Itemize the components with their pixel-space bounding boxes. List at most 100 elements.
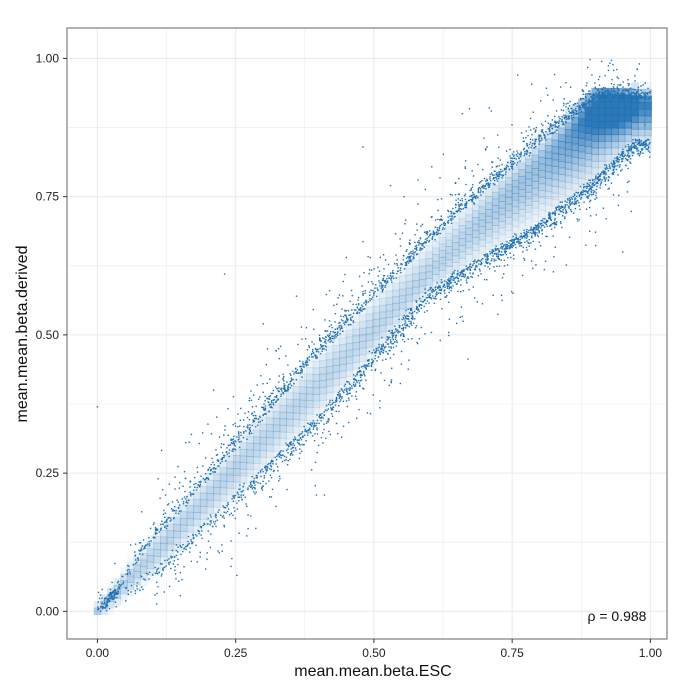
- data-point: [156, 528, 158, 531]
- density-cell: [166, 510, 175, 518]
- data-point: [326, 420, 329, 423]
- data-point: [338, 395, 341, 397]
- data-point: [605, 168, 607, 170]
- data-point: [538, 137, 540, 140]
- density-cell: [312, 413, 321, 422]
- density-cell: [345, 343, 354, 351]
- data-point: [216, 416, 218, 418]
- data-point: [200, 526, 202, 528]
- data-point: [232, 442, 234, 444]
- data-point: [451, 273, 454, 275]
- density-cell: [445, 246, 453, 254]
- data-point: [388, 330, 391, 332]
- data-point: [489, 176, 491, 178]
- data-point: [289, 381, 292, 383]
- data-point: [631, 151, 633, 154]
- data-point: [436, 227, 438, 229]
- data-point: [571, 111, 573, 113]
- data-point: [642, 91, 644, 94]
- data-point: [624, 93, 626, 96]
- data-point: [488, 186, 491, 188]
- density-cell: [319, 366, 327, 375]
- data-point: [541, 229, 543, 232]
- data-point: [506, 240, 508, 243]
- density-cell: [193, 518, 201, 527]
- data-point: [190, 560, 193, 563]
- data-point: [477, 191, 480, 194]
- data-point: [527, 134, 529, 137]
- data-point: [238, 488, 240, 491]
- data-point: [452, 212, 455, 214]
- density-cell: [306, 406, 314, 415]
- data-point: [290, 452, 293, 455]
- data-point: [543, 137, 546, 139]
- data-point: [173, 560, 176, 562]
- density-cell: [525, 178, 533, 186]
- density-cell: [531, 154, 540, 163]
- data-point: [346, 318, 348, 321]
- data-point: [439, 225, 442, 227]
- data-point: [297, 343, 299, 346]
- data-point: [395, 328, 397, 330]
- density-cell: [345, 369, 354, 378]
- data-point: [602, 97, 604, 100]
- density-cell: [571, 117, 579, 125]
- data-point: [536, 228, 538, 231]
- density-cell: [160, 543, 168, 551]
- data-point: [496, 165, 498, 167]
- data-point: [275, 463, 277, 465]
- density-cell: [279, 398, 287, 406]
- data-point: [613, 95, 616, 98]
- data-point: [156, 532, 158, 535]
- data-point: [644, 95, 647, 97]
- data-point: [168, 558, 170, 560]
- density-cell: [286, 398, 294, 407]
- data-point: [143, 578, 145, 580]
- data-point: [638, 155, 640, 157]
- data-point: [391, 329, 393, 332]
- data-point: [331, 326, 333, 329]
- data-point: [205, 478, 207, 480]
- data-point: [536, 232, 538, 234]
- density-cell: [551, 132, 560, 141]
- density-cell: [551, 192, 560, 201]
- density-cell: [226, 487, 234, 496]
- data-point: [213, 466, 215, 469]
- data-point: [638, 142, 640, 144]
- data-point: [648, 91, 650, 94]
- data-point: [173, 510, 176, 512]
- correlation-annotation: ρ = 0.988: [588, 608, 647, 624]
- data-point: [246, 535, 248, 537]
- data-point: [342, 390, 344, 393]
- data-point: [286, 389, 288, 392]
- data-point: [141, 549, 143, 551]
- data-point: [188, 441, 190, 443]
- data-point: [455, 276, 457, 278]
- data-point: [524, 150, 526, 153]
- density-cell: [558, 214, 565, 221]
- density-cell: [306, 400, 314, 408]
- data-point: [298, 457, 301, 460]
- data-point: [644, 140, 647, 142]
- data-point: [479, 270, 481, 272]
- data-point: [420, 225, 422, 227]
- density-cell: [438, 256, 447, 265]
- data-point: [587, 197, 589, 199]
- data-point: [524, 235, 526, 237]
- data-point: [408, 253, 410, 255]
- data-point: [540, 225, 543, 227]
- data-point: [602, 207, 605, 209]
- data-point: [464, 198, 467, 201]
- data-point: [412, 258, 414, 260]
- data-point: [596, 185, 598, 187]
- density-cell: [511, 193, 520, 201]
- data-point: [627, 94, 630, 96]
- data-point: [407, 308, 409, 311]
- density-cell: [518, 228, 526, 237]
- x-axis-title: mean.mean.beta.ESC: [294, 663, 451, 680]
- data-point: [513, 238, 516, 240]
- data-point: [451, 194, 453, 196]
- density-cell: [286, 418, 294, 427]
- data-point: [363, 388, 365, 390]
- density-cell: [226, 454, 234, 463]
